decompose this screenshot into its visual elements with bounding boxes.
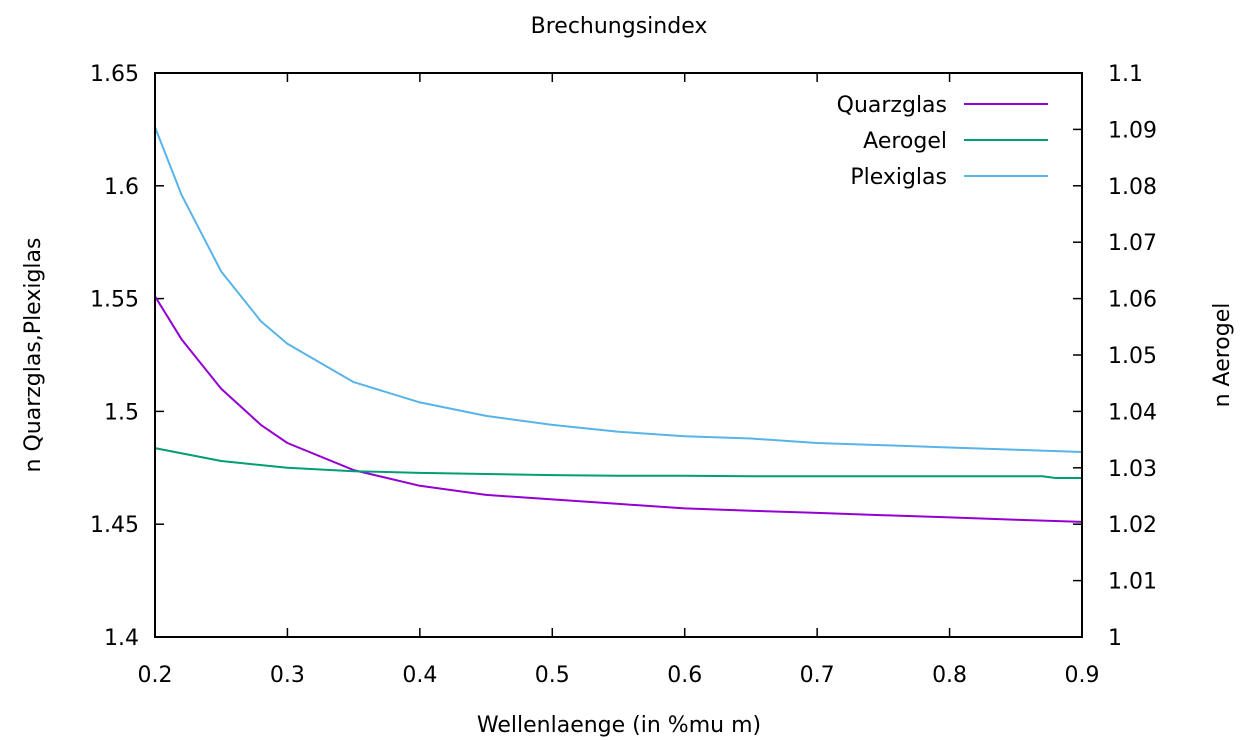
legend: Quarzglas Aerogel Plexiglas (837, 93, 1048, 190)
plot-frame (154, 72, 1083, 638)
x-tick-label-5: 0.7 (800, 663, 835, 688)
x-tick-label-0: 0.2 (138, 663, 173, 688)
y-tick-label-0: 1.4 (104, 626, 139, 651)
y2-tick-label-4: 1.04 (1108, 400, 1157, 425)
y2-tick-label-1: 1.01 (1108, 570, 1157, 595)
y2-axis-title: n Aerogel (1210, 303, 1235, 408)
y2-tick-label-9: 1.09 (1108, 118, 1157, 143)
ticks-layer: 0.2 0.3 0.4 0.5 0.6 0.7 0.8 0.9 1.4 1.45 1.5 1.55 1.… (90, 62, 1157, 688)
y2-tick-label-7: 1.07 (1108, 231, 1157, 256)
y2-tick-label-10: 1.1 (1108, 62, 1143, 87)
y-tick-label-4: 1.6 (104, 175, 139, 200)
x-tick-label-2: 0.4 (402, 663, 437, 688)
legend-label-quarzglas: Quarzglas (837, 93, 947, 118)
x-tick-label-1: 0.3 (270, 663, 305, 688)
y-tick-label-5: 1.65 (90, 62, 139, 87)
x-tick-label-4: 0.6 (667, 663, 702, 688)
legend-label-plexiglas: Plexiglas (850, 165, 947, 190)
x-tick-label-6: 0.8 (932, 663, 967, 688)
y-axis-title: n Quarzglas,Plexiglas (21, 238, 46, 473)
y2-tick-label-6: 1.06 (1108, 288, 1157, 313)
series-line-aerogel (154, 447, 1082, 479)
legend-label-aerogel: Aerogel (863, 129, 947, 154)
x-tick-label-7: 0.9 (1065, 663, 1100, 688)
y2-tick-label-5: 1.05 (1108, 344, 1157, 369)
chart-title: Brechungsindex (531, 14, 708, 39)
y2-tick-label-2: 1.02 (1108, 513, 1157, 538)
x-tick-label-3: 0.5 (535, 663, 570, 688)
y-tick-label-1: 1.45 (90, 513, 139, 538)
y2-tick-label-8: 1.08 (1108, 175, 1157, 200)
series-line-plexiglas (154, 126, 1083, 453)
series-layer (154, 126, 1083, 523)
series-line-quarzglas (154, 295, 1083, 523)
y-tick-label-3: 1.55 (90, 288, 139, 313)
y2-tick-label-0: 1 (1108, 626, 1122, 651)
y-tick-label-2: 1.5 (104, 400, 139, 425)
y2-tick-label-3: 1.03 (1108, 457, 1157, 482)
x-axis-title: Wellenlaenge (in %mu m) (477, 713, 761, 738)
